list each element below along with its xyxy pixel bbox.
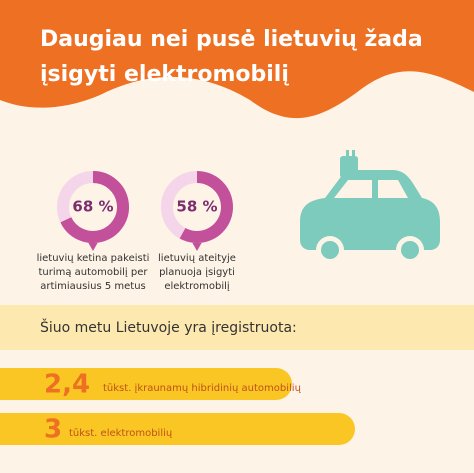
donut-caption: planuoja įsigyti [159,267,235,278]
donut-label: 68 % [72,198,113,216]
donut-label: 58 % [176,198,217,216]
donut-caption: elektromobilį [164,281,230,292]
title-line: Daugiau nei pusė lietuvių žada [40,27,423,52]
donut-caption: artimiausius 5 metus [40,281,146,292]
donut-caption: lietuvių ateityje [158,253,236,264]
donut-caption: lietuvių ketina pakeisti [37,253,150,264]
bar [0,413,355,445]
donut-caption: turimą automobilį per [38,267,148,278]
donut-arc [60,171,129,243]
subheading-band [0,305,474,350]
title-line: įsigyti elektromobilį [40,62,289,87]
header-wave [0,0,474,119]
subheading: Šiuo metu Lietuvoje yra įregistruota: [40,318,297,336]
donut-arc [179,171,233,243]
bar [0,368,292,400]
bar-number: 2,4 [44,370,90,400]
bar-text: tūkst. elektromobilių [69,428,173,439]
bar-text: tūkst. įkraunamų hibridinių automobilių [103,383,302,394]
car-icon [300,150,440,264]
bar-number: 3 [44,415,62,445]
